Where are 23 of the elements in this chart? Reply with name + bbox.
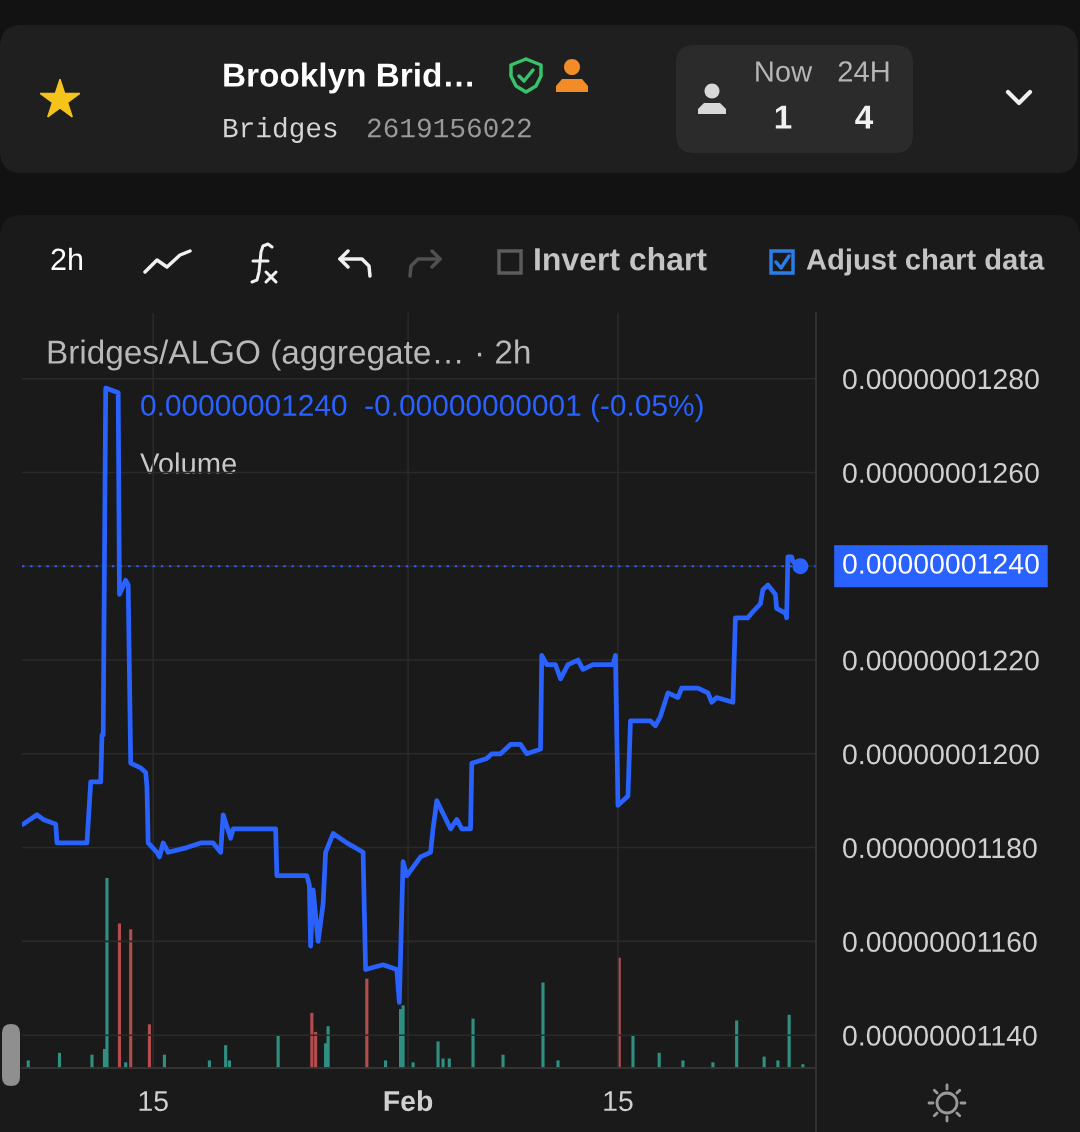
y-tick-label: 0.00000001260 [843,462,1039,484]
text: Invert chart [535,247,707,271]
text: 2619156022 [367,118,531,138]
text: Brooklyn Brid… [224,62,472,94]
y-tick-label: 0.00000001180 [843,838,1037,859]
text: 0.00000001240 -0.00000000001 (-0.05%) [141,394,703,422]
y-tick-label: 0.00000001220 [843,650,1039,671]
text: 1 [775,105,792,129]
y-tick-label: 0.00000001160 [843,931,1037,952]
text: Bridges/ALGO (aggregate… · 2h [48,339,530,371]
y-tick-label: 0.00000001280 [843,369,1039,390]
text: Adjust chart data [806,248,1045,276]
text: 2h [51,247,82,270]
x-tick-label: Feb [384,1090,433,1112]
text: Now [756,61,813,82]
text: 4 [855,105,874,129]
ref-line-label: 0.00000001240 [843,553,1039,574]
text: Bridges [224,117,337,143]
y-tick-label: 0.00000001200 [843,744,1039,765]
x-tick-label: 15 [604,1091,633,1112]
y-tick-label: 0.00000001140 [843,1025,1037,1046]
x-tick-label: 15 [139,1091,168,1112]
text: 24H [838,61,889,82]
